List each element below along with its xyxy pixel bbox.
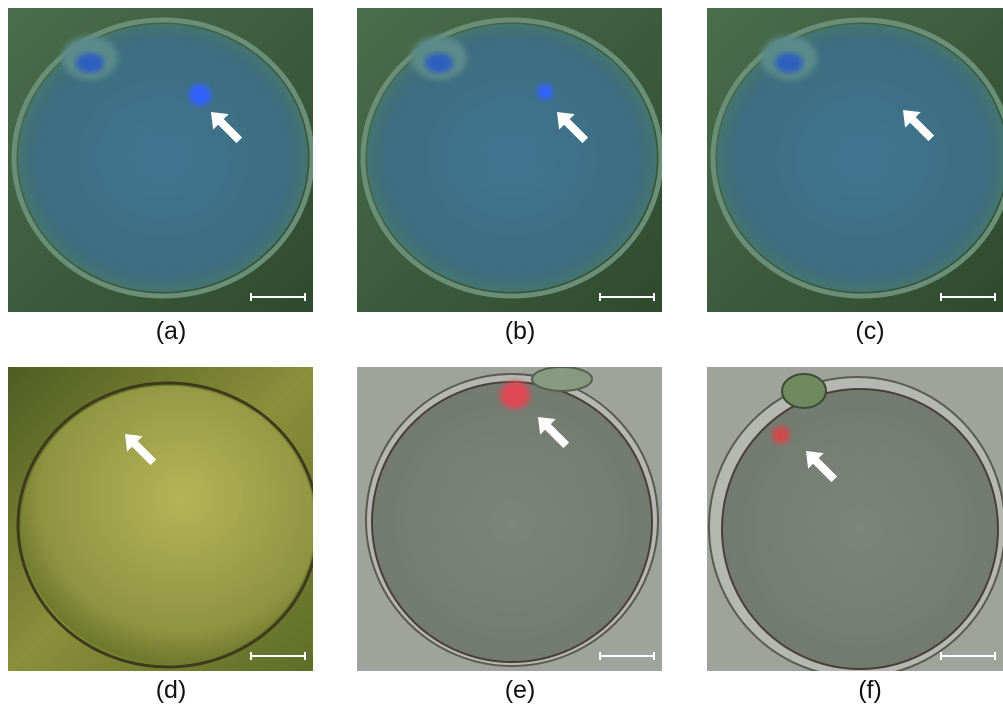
cumulus-nucleus [425, 53, 453, 73]
oocyte [367, 24, 657, 292]
chromatin-spot [772, 426, 790, 444]
micrograph-panel [357, 8, 662, 312]
panel-label: (f) [858, 676, 882, 704]
oocyte [717, 24, 1003, 292]
panel-label: (e) [505, 676, 536, 704]
cumulus-nucleus [76, 53, 104, 73]
cumulus-nucleus [775, 53, 803, 73]
micrograph-panel [707, 8, 1003, 312]
oocyte [21, 386, 315, 664]
figure: (a) (b) (c) (d) (e) (f) [0, 0, 1003, 709]
micrograph-panel [8, 367, 318, 671]
panel-label: (b) [505, 317, 536, 345]
micrograph-panel [707, 367, 1003, 677]
polar-body [782, 374, 826, 408]
micrograph-panel [8, 8, 313, 312]
panel-label: (a) [156, 317, 187, 345]
oocyte [722, 389, 998, 669]
chromatin-spot [537, 84, 553, 100]
oocyte [372, 382, 652, 662]
oocyte [18, 24, 308, 292]
micrograph-panel [357, 367, 662, 671]
polar-body [532, 367, 592, 391]
panel-label: (d) [156, 676, 187, 704]
chromatin-spot [500, 381, 530, 409]
panel-label: (c) [855, 317, 884, 345]
chromatin-spot [189, 84, 211, 106]
